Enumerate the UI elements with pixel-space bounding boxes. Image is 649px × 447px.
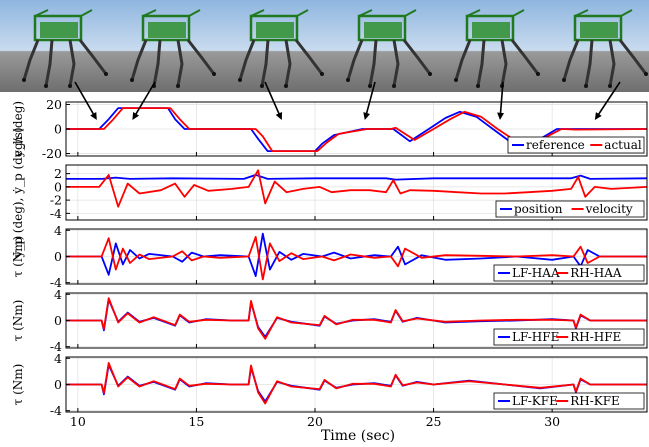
legend: LF-HAA RH-HAA: [493, 264, 645, 282]
y-tick-label: 20: [46, 97, 62, 112]
legend: LF-HFE RH-HFE: [493, 328, 645, 346]
frame-arrow: [363, 81, 376, 120]
robot-photo-strip: [0, 0, 649, 92]
robot-frame-2: [108, 0, 217, 92]
legend-entry: position: [514, 202, 563, 216]
robot-frame-6: [540, 0, 649, 92]
x-tick-label: 15: [188, 414, 204, 429]
y-tick-label: 0: [54, 313, 62, 328]
y-tick-label: 4: [54, 351, 62, 366]
y-axis-label: τ (Nm): [11, 300, 25, 342]
robot-frame-3: [216, 0, 325, 92]
robot-frame-1: [0, 0, 109, 92]
chart-panel-5: -4 0 4 10 15 20 25 30 τ (Nm) LF-KFE RH-KFE: [11, 351, 648, 429]
y-tick-label: -4: [50, 403, 62, 418]
y-axis-label: y_p (deg), ẏ_p (deg/s): [11, 127, 25, 258]
y-tick-label: 2: [54, 166, 62, 181]
legend-entry: LF-HFE: [512, 330, 559, 344]
y-tick-label: -20: [42, 146, 62, 161]
frame-arrow: [264, 81, 283, 120]
series-line-rh-haa: [66, 235, 647, 281]
x-tick-label: 20: [307, 414, 323, 429]
legend-entry: velocity: [585, 202, 633, 216]
series-line-rh-hfe: [66, 297, 647, 340]
legend-entry: RH-HAA: [570, 266, 622, 280]
y-axis-label: y_h (deg): [11, 101, 25, 158]
chart-panel-1: -20 0 20 y_h (deg) reference actual: [11, 97, 648, 161]
frame-arrow: [74, 81, 97, 120]
y-axis-label: τ (Nm): [11, 236, 25, 278]
y-tick-label: 0: [54, 377, 62, 392]
y-tick-label: -4: [50, 206, 62, 221]
robot-frame-5: [432, 0, 541, 92]
x-axis-label: Time (sec): [321, 428, 395, 444]
y-tick-label: 0: [54, 249, 62, 264]
x-tick-label: 25: [426, 414, 442, 429]
frame-arrows: [74, 81, 621, 120]
x-tick-label: 10: [70, 414, 86, 429]
series-line-position: [66, 173, 648, 181]
series-line-velocity: [66, 169, 648, 208]
y-axis-label: τ (Nm): [11, 364, 25, 406]
x-tick-label: 30: [544, 414, 560, 429]
y-tick-label: -4: [50, 339, 62, 354]
legend-entry: actual: [604, 138, 642, 152]
y-tick-label: -2: [50, 193, 62, 208]
chart-panel-3: -4 0 4 τ (Nm) LF-HAA RH-HAA: [11, 223, 648, 290]
y-tick-label: 4: [54, 287, 62, 302]
series-line-rh-kfe: [66, 361, 647, 405]
legend: reference actual: [507, 136, 645, 154]
y-tick-label: -4: [50, 275, 62, 290]
frame-arrow: [497, 81, 505, 120]
legend-entry: RH-KFE: [570, 394, 620, 408]
legend-entry: LF-HAA: [512, 266, 560, 280]
robot-frame-4: [324, 0, 433, 92]
frame-arrow: [594, 81, 621, 120]
legend: LF-KFE RH-KFE: [493, 392, 645, 410]
y-tick-label: 4: [54, 223, 62, 238]
legend: position velocity: [495, 200, 645, 218]
legend-entry: RH-HFE: [570, 330, 621, 344]
chart-panel-4: -4 0 4 τ (Nm) LF-HFE RH-HFE: [11, 287, 648, 354]
y-tick-label: 0: [54, 179, 62, 194]
frame-arrow: [132, 81, 156, 120]
legend-entry: reference: [526, 138, 585, 152]
legend-entry: LF-KFE: [512, 394, 558, 408]
y-tick-label: 0: [54, 122, 62, 137]
plot-frame: [65, 164, 648, 221]
